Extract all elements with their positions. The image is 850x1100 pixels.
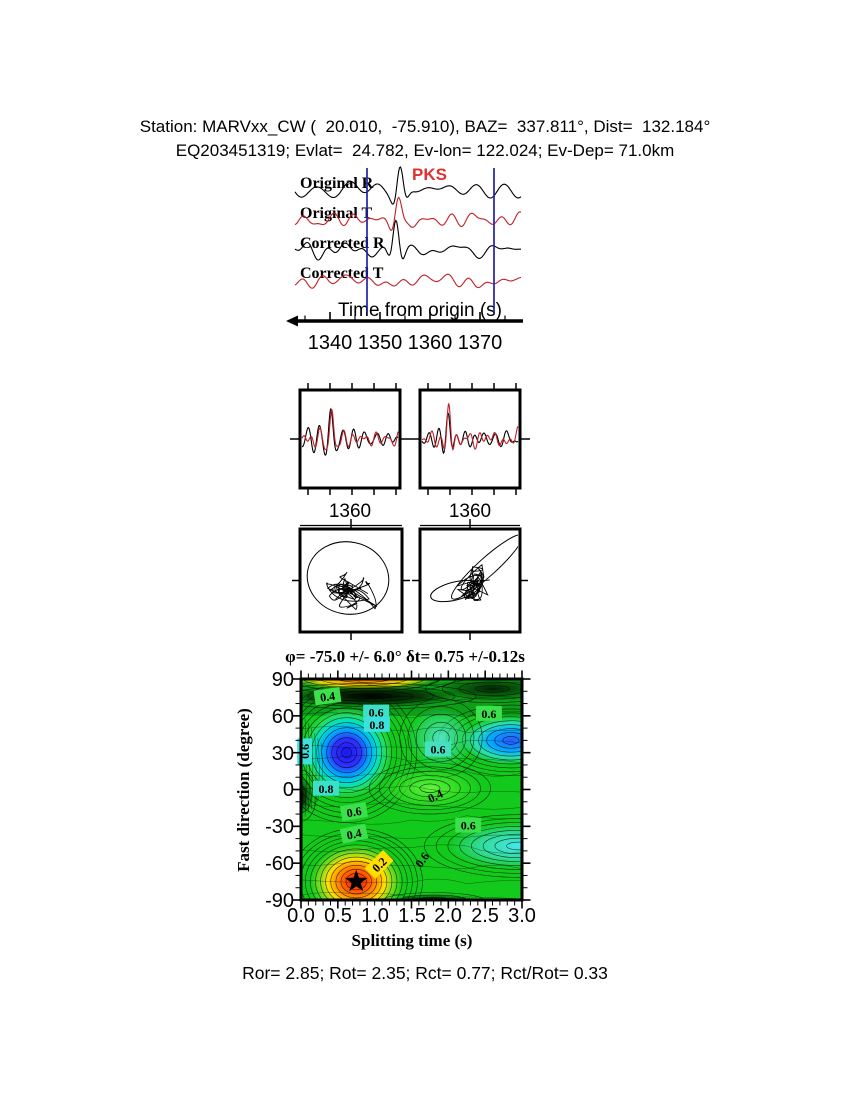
xtick-00: 0.0 <box>287 905 315 927</box>
zoom-box-frame <box>418 388 522 490</box>
zoom-right-tick-label: 1360 <box>449 501 491 522</box>
contour-label: 0.8 <box>363 716 390 732</box>
trace-label-corrected-r: Corrected R <box>300 235 385 252</box>
particle-motion-corrected <box>430 534 518 603</box>
trace-label-original-r: Original R <box>300 175 374 192</box>
xtick-10: 1.0 <box>361 905 389 927</box>
contour-label: 0.6 <box>297 738 313 765</box>
zoom-box-traces <box>421 402 519 455</box>
xtick-30: 3.0 <box>508 905 536 927</box>
trace-corrected-r <box>294 219 521 261</box>
svg-text:0.6: 0.6 <box>461 819 476 833</box>
contour-label: 0.6 <box>475 705 502 721</box>
contour-label: 0.6 <box>340 802 368 822</box>
particle-box-frame <box>418 527 522 634</box>
contour-title: φ= -75.0 +/- 6.0° δt= 0.75 +/-0.12s <box>285 647 525 666</box>
svg-text:0.6: 0.6 <box>345 804 362 820</box>
time-tick-1370: 1370 <box>458 332 503 354</box>
contour-label: 0.4 <box>339 823 369 844</box>
contour-label: 0.4 <box>313 687 342 706</box>
contour-label: 0.8 <box>313 780 339 796</box>
svg-text:0.6: 0.6 <box>481 707 496 721</box>
analysis-window-lines <box>366 168 495 312</box>
xtick-20: 2.0 <box>434 905 462 927</box>
particle-box-frame <box>298 527 404 634</box>
ytick-m90: -90 <box>265 890 294 912</box>
zoom-waveform-boxes <box>290 383 530 495</box>
svg-text:0.4: 0.4 <box>345 826 363 843</box>
axis-arrow-left <box>286 315 298 327</box>
zoom-box-frame <box>298 388 402 490</box>
station-title: Station: MARVxx_CW ( 20.010, -75.910), B… <box>139 117 711 136</box>
contour-label: 0.6 <box>363 704 390 720</box>
xtick-15: 1.5 <box>398 905 426 927</box>
time-tick-1340: 1340 <box>308 332 353 354</box>
zoom-left-tick-label: 1360 <box>329 501 371 522</box>
svg-text:0.8: 0.8 <box>369 718 384 732</box>
time-axis <box>286 312 523 327</box>
svg-text:0.6: 0.6 <box>369 706 384 720</box>
ytick-60: 60 <box>272 706 294 728</box>
ytick-90: 90 <box>272 669 294 691</box>
waveform-traces <box>294 166 522 289</box>
ytick-m60: -60 <box>265 853 294 875</box>
contour-label: 0.6 <box>455 817 482 833</box>
best-fit-star <box>344 869 368 892</box>
trace-original-t <box>294 196 522 232</box>
svg-text:0.8: 0.8 <box>319 782 334 796</box>
time-axis-title: Time from origin (s) <box>338 300 502 321</box>
ytick-0: 0 <box>283 779 294 801</box>
trace-label-corrected-t: Corrected T <box>300 265 384 282</box>
xtick-05: 0.5 <box>324 905 352 927</box>
quality-metrics-text: Ror= 2.85; Rot= 2.35; Rct= 0.77; Rct/Rot… <box>242 963 608 983</box>
zoom-box-traces <box>301 407 399 456</box>
contour-ylabel: Fast direction (degree) <box>234 708 253 872</box>
particle-motion-boxes <box>292 519 528 640</box>
svg-text:0.4: 0.4 <box>319 689 336 705</box>
trace-original-r <box>294 166 522 205</box>
ytick-m30: -30 <box>265 816 294 838</box>
contour-frame <box>292 670 531 909</box>
particle-motion-original <box>306 541 390 615</box>
trace-label-original-t: Original T <box>300 205 372 222</box>
time-tick-1360: 1360 <box>408 332 453 354</box>
svg-text:0.4: 0.4 <box>426 787 446 806</box>
contour-label: 0.4 <box>426 787 446 806</box>
svg-text:0.6: 0.6 <box>431 743 446 757</box>
time-tick-1350: 1350 <box>358 332 403 354</box>
trace-corrected-t <box>294 273 522 289</box>
contour-xlabel: Splitting time (s) <box>352 931 473 950</box>
xtick-25: 2.5 <box>471 905 499 927</box>
phase-label-pks: PKS <box>412 165 447 184</box>
event-title: EQ203451319; Evlat= 24.782, Ev-lon= 122.… <box>175 141 675 160</box>
ytick-30: 30 <box>272 743 294 765</box>
contour-label: 0.6 <box>425 741 451 757</box>
